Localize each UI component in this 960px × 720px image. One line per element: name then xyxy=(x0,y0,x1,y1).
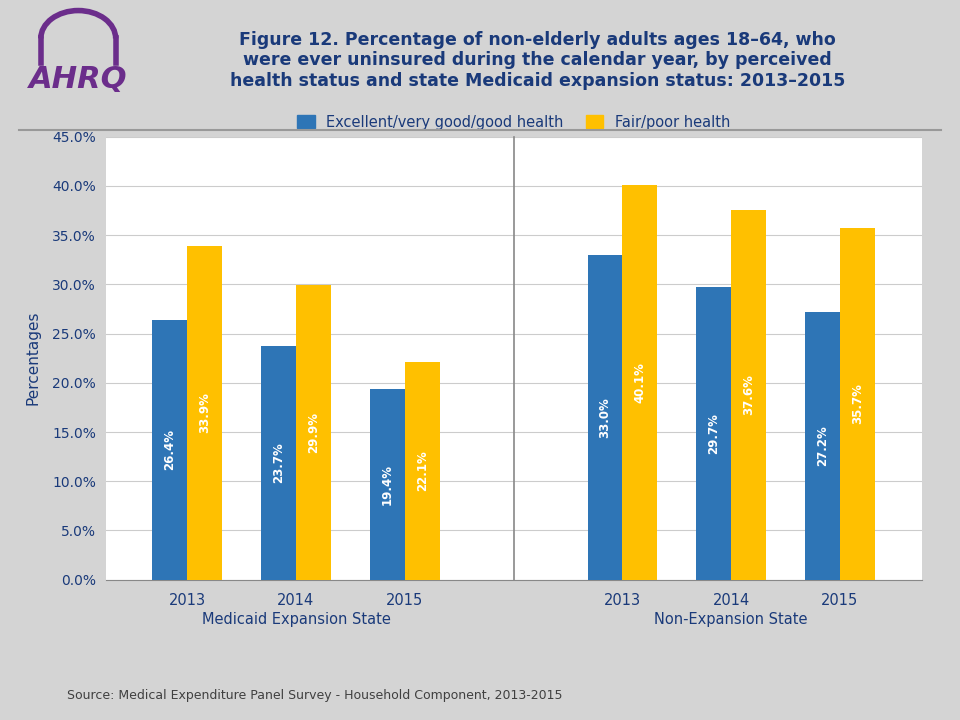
Bar xyxy=(805,312,840,580)
Bar xyxy=(153,320,187,580)
Bar xyxy=(732,210,766,580)
Bar xyxy=(840,228,875,580)
Text: 33.9%: 33.9% xyxy=(198,392,211,433)
Legend: Excellent/very good/good health, Fair/poor health: Excellent/very good/good health, Fair/po… xyxy=(291,109,736,135)
Text: 26.4%: 26.4% xyxy=(163,429,177,470)
Bar xyxy=(261,346,296,580)
Text: Non-Expansion State: Non-Expansion State xyxy=(655,612,808,627)
Text: AHRQ: AHRQ xyxy=(29,66,128,94)
Bar xyxy=(187,246,222,580)
Bar xyxy=(296,285,331,580)
Text: 23.7%: 23.7% xyxy=(272,443,285,483)
Text: 33.0%: 33.0% xyxy=(598,397,612,438)
Text: Figure 12. Percentage of non-elderly adults ages 18–64, who
were ever uninsured : Figure 12. Percentage of non-elderly adu… xyxy=(229,31,846,90)
Text: 40.1%: 40.1% xyxy=(634,362,646,402)
Text: 19.4%: 19.4% xyxy=(381,464,394,505)
Text: 35.7%: 35.7% xyxy=(851,384,864,424)
Text: 27.2%: 27.2% xyxy=(816,426,829,466)
Text: 29.7%: 29.7% xyxy=(708,413,720,454)
Bar xyxy=(370,389,405,580)
Text: Medicaid Expansion State: Medicaid Expansion State xyxy=(202,612,391,627)
Bar xyxy=(622,185,658,580)
Bar xyxy=(696,287,732,580)
Text: Source: Medical Expenditure Panel Survey - Household Component, 2013-2015: Source: Medical Expenditure Panel Survey… xyxy=(67,689,563,702)
Bar xyxy=(588,255,622,580)
Text: 22.1%: 22.1% xyxy=(416,451,429,491)
Text: 29.9%: 29.9% xyxy=(307,412,320,453)
Y-axis label: Percentages: Percentages xyxy=(26,311,41,405)
Bar xyxy=(405,362,440,580)
Text: 37.6%: 37.6% xyxy=(742,374,756,415)
